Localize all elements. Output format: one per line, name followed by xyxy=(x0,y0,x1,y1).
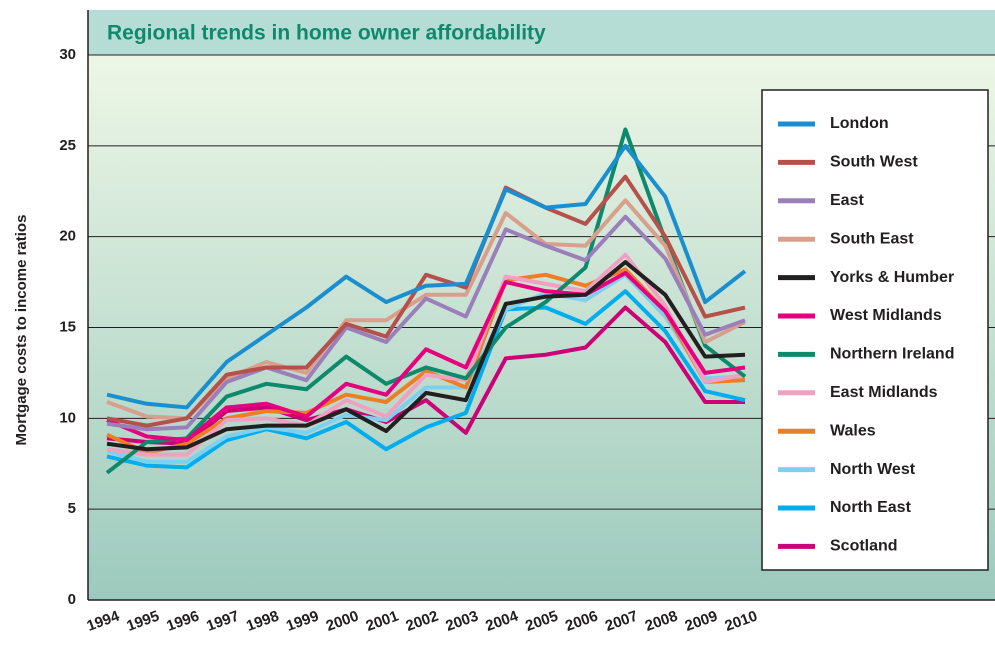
legend-label: Yorks & Humber xyxy=(830,269,954,286)
series-line xyxy=(106,305,745,446)
x-tick-label: 1995 xyxy=(124,608,161,635)
series-line xyxy=(106,143,747,410)
legend-label: North East xyxy=(830,499,912,516)
chart-title: Regional trends in home owner affordabil… xyxy=(107,22,546,45)
series-line xyxy=(105,127,747,475)
series-line xyxy=(106,214,746,432)
x-tick-label: 2005 xyxy=(523,608,560,635)
y-axis-label: Mortgage costs to income ratios xyxy=(13,215,30,446)
series-line xyxy=(106,174,746,428)
y-tick-label: 20 xyxy=(59,228,76,245)
legend-label: Wales xyxy=(830,422,876,439)
x-tick-label: 2002 xyxy=(404,608,441,635)
x-tick-label: 1997 xyxy=(204,608,241,635)
x-tick-label: 2006 xyxy=(563,608,600,635)
series-line xyxy=(106,289,746,470)
legend-label: North West xyxy=(830,461,916,478)
series-line xyxy=(106,272,746,464)
x-tick-label: 2009 xyxy=(683,608,720,635)
y-tick-label: 10 xyxy=(59,409,76,426)
x-tick-label: 1998 xyxy=(244,608,281,635)
legend-label: Scotland xyxy=(830,538,898,555)
x-tick-label: 1996 xyxy=(164,608,201,635)
legend-label: London xyxy=(830,115,889,132)
legend-label: West Midlands xyxy=(830,307,942,324)
y-tick-label: 15 xyxy=(59,318,76,335)
x-tick-label: 2004 xyxy=(483,607,521,635)
title-bar xyxy=(88,10,995,55)
legend-label: East xyxy=(830,192,864,209)
x-tick-label: 2008 xyxy=(643,608,680,635)
x-tick-label: 2000 xyxy=(324,608,361,635)
x-tick-label: 1999 xyxy=(284,608,321,635)
y-tick-label: 25 xyxy=(59,137,76,154)
legend-label: Northern Ireland xyxy=(830,346,954,363)
x-tick-label: 1994 xyxy=(85,607,123,635)
y-tick-label: 5 xyxy=(68,500,76,517)
y-tick-label: 0 xyxy=(68,591,76,608)
series-line xyxy=(106,271,746,443)
y-tick-label: 30 xyxy=(59,46,76,63)
legend-label: South East xyxy=(830,230,914,247)
x-tick-label: 2003 xyxy=(443,608,480,635)
x-tick-label: 2007 xyxy=(603,608,640,635)
legend xyxy=(761,89,989,571)
x-tick-label: 2001 xyxy=(364,608,401,635)
series-line xyxy=(106,260,746,452)
legend-label: South West xyxy=(830,154,918,171)
x-tick-label: 2010 xyxy=(723,608,760,635)
legend-label: East Midlands xyxy=(830,384,938,401)
